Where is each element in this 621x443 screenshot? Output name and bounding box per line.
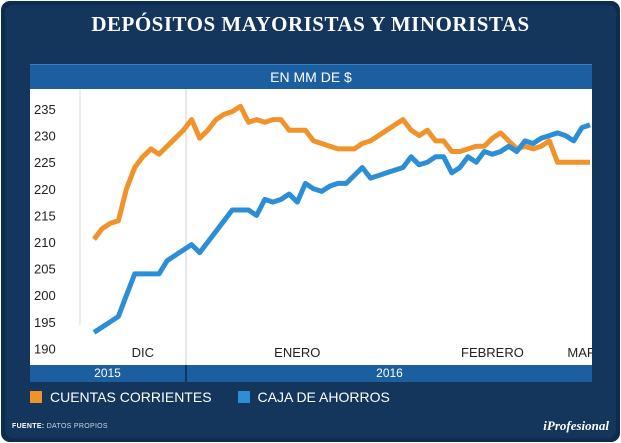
source-note: FUENTE: DATOS PROPIOS xyxy=(12,423,108,430)
legend-item-cuentas: CUENTAS CORRIENTES xyxy=(30,389,212,405)
y-tick-label: 230 xyxy=(34,129,56,144)
year-band-2015: 2015 xyxy=(30,365,185,382)
year-label-2015: 2015 xyxy=(94,366,121,380)
source-label: FUENTE: xyxy=(12,423,45,430)
chart-title: DEPÓSITOS MAYORISTAS Y MINORISTAS xyxy=(91,12,530,36)
year-label-2016: 2016 xyxy=(376,366,403,380)
source-value: DATOS PROPIOS xyxy=(46,423,108,430)
legend-item-caja: CAJA DE AHORROS xyxy=(237,389,390,405)
x-month-label: DIC xyxy=(132,345,154,360)
brand-logo: iProfesional xyxy=(543,418,609,433)
legend-swatch-caja xyxy=(237,391,250,403)
y-tick-label: 220 xyxy=(34,182,56,197)
y-tick-label: 190 xyxy=(34,341,56,356)
y-tick-label: 205 xyxy=(34,262,56,277)
series-line-cuentas-corrientes xyxy=(92,103,590,241)
y-tick-label: 235 xyxy=(34,102,56,117)
x-month-label: MAR xyxy=(567,345,592,360)
legend-swatch-cuentas xyxy=(30,391,42,403)
unit-label: EN MM DE $ xyxy=(30,64,592,89)
y-tick-label: 210 xyxy=(34,235,56,250)
x-month-label: FEBRERO xyxy=(461,345,524,360)
legend-label-cuentas: CUENTAS CORRIENTES xyxy=(50,389,212,405)
y-tick-label: 215 xyxy=(34,208,56,223)
line-chart: 190 195 200 205 210 215 220 225 230 235 DIC ENERO FE… xyxy=(34,89,592,365)
chart-legend: CUENTAS CORRIENTES CAJA DE AHORROS xyxy=(30,387,416,407)
y-tick-label: 195 xyxy=(34,315,56,330)
y-tick-label: 225 xyxy=(34,155,56,170)
x-month-label: ENERO xyxy=(274,345,320,360)
legend-label-caja: CAJA DE AHORROS xyxy=(257,389,390,405)
series-line-caja-de-ahorros xyxy=(92,122,591,335)
year-band-2016: 2016 xyxy=(187,365,592,382)
y-tick-label: 200 xyxy=(34,288,56,303)
